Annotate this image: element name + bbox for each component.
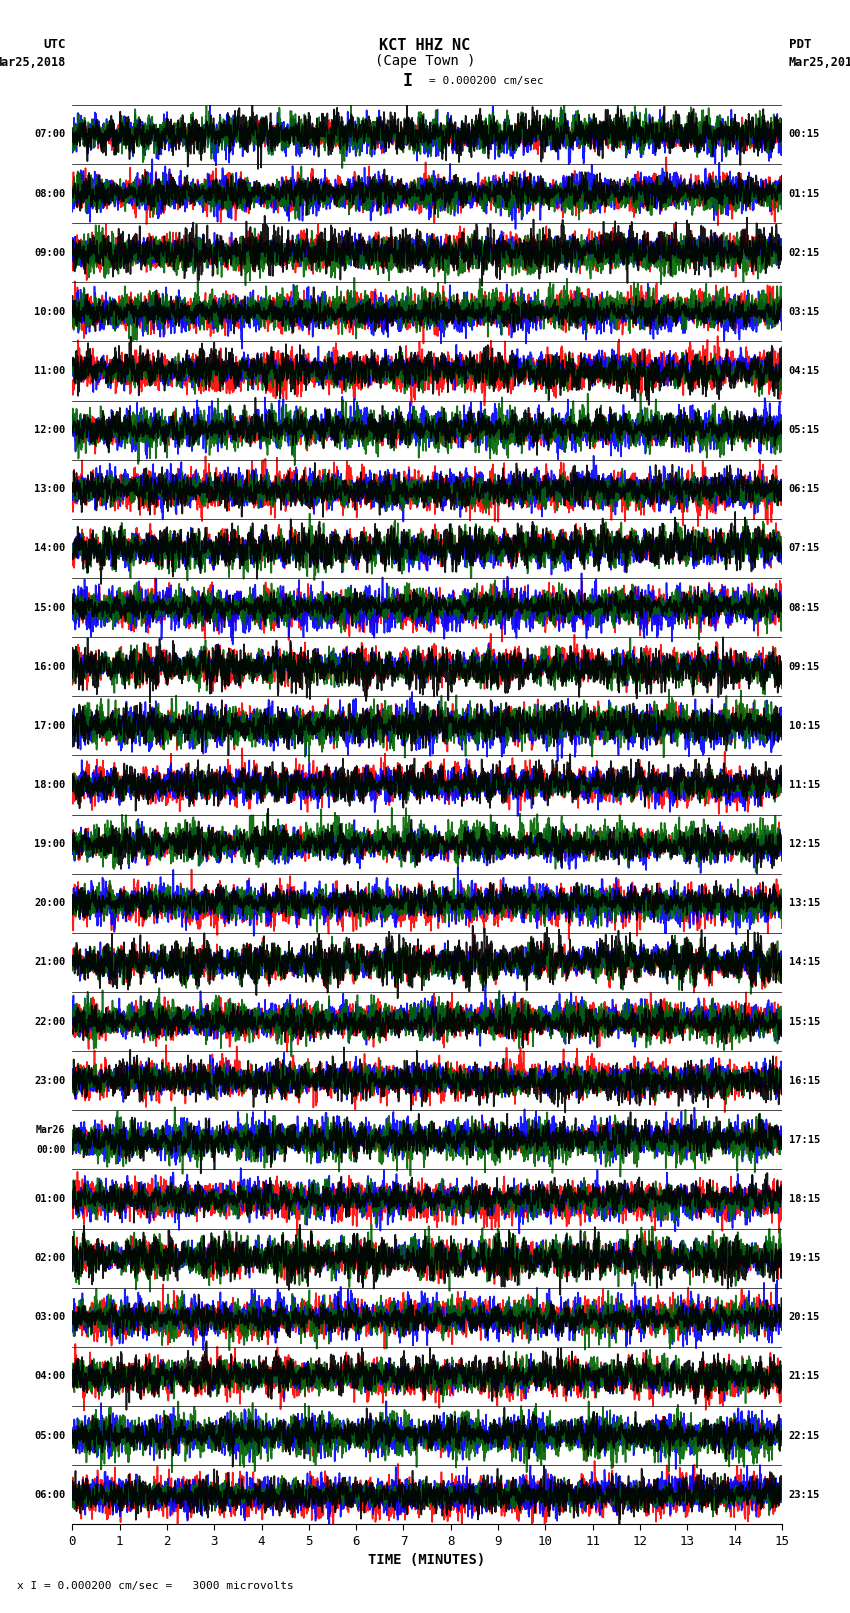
Text: 02:15: 02:15 [789, 248, 820, 258]
Text: = 0.000200 cm/sec: = 0.000200 cm/sec [429, 76, 544, 85]
Text: 22:00: 22:00 [34, 1016, 65, 1026]
Text: 02:00: 02:00 [34, 1253, 65, 1263]
Text: 20:00: 20:00 [34, 898, 65, 908]
Text: 09:00: 09:00 [34, 248, 65, 258]
Text: 15:00: 15:00 [34, 603, 65, 613]
Text: 03:15: 03:15 [789, 306, 820, 316]
Text: 16:00: 16:00 [34, 661, 65, 671]
X-axis label: TIME (MINUTES): TIME (MINUTES) [369, 1553, 485, 1568]
Text: 14:00: 14:00 [34, 544, 65, 553]
Text: 04:15: 04:15 [789, 366, 820, 376]
Text: 11:00: 11:00 [34, 366, 65, 376]
Text: 19:15: 19:15 [789, 1253, 820, 1263]
Text: 14:15: 14:15 [789, 958, 820, 968]
Text: I: I [403, 71, 413, 90]
Text: 07:00: 07:00 [34, 129, 65, 139]
Text: 09:15: 09:15 [789, 661, 820, 671]
Text: x I = 0.000200 cm/sec =   3000 microvolts: x I = 0.000200 cm/sec = 3000 microvolts [17, 1581, 294, 1590]
Text: (Cape Town ): (Cape Town ) [375, 55, 475, 68]
Text: 17:00: 17:00 [34, 721, 65, 731]
Text: 23:15: 23:15 [789, 1490, 820, 1500]
Text: Mar25,2018: Mar25,2018 [789, 56, 850, 69]
Text: 01:15: 01:15 [789, 189, 820, 198]
Text: 08:00: 08:00 [34, 189, 65, 198]
Text: 03:00: 03:00 [34, 1313, 65, 1323]
Text: 11:15: 11:15 [789, 781, 820, 790]
Text: 23:00: 23:00 [34, 1076, 65, 1086]
Text: 13:00: 13:00 [34, 484, 65, 494]
Text: 20:15: 20:15 [789, 1313, 820, 1323]
Text: 18:15: 18:15 [789, 1194, 820, 1203]
Text: 00:15: 00:15 [789, 129, 820, 139]
Text: 07:15: 07:15 [789, 544, 820, 553]
Text: 16:15: 16:15 [789, 1076, 820, 1086]
Text: Mar26: Mar26 [36, 1126, 65, 1136]
Text: 13:15: 13:15 [789, 898, 820, 908]
Text: 06:00: 06:00 [34, 1490, 65, 1500]
Text: 21:00: 21:00 [34, 958, 65, 968]
Text: 05:00: 05:00 [34, 1431, 65, 1440]
Text: 12:15: 12:15 [789, 839, 820, 848]
Text: Mar25,2018: Mar25,2018 [0, 56, 65, 69]
Text: 21:15: 21:15 [789, 1371, 820, 1381]
Text: PDT: PDT [789, 39, 811, 52]
Text: 04:00: 04:00 [34, 1371, 65, 1381]
Text: KCT HHZ NC: KCT HHZ NC [379, 37, 471, 53]
Text: 08:15: 08:15 [789, 603, 820, 613]
Text: 10:15: 10:15 [789, 721, 820, 731]
Text: 12:00: 12:00 [34, 426, 65, 436]
Text: 05:15: 05:15 [789, 426, 820, 436]
Text: 06:15: 06:15 [789, 484, 820, 494]
Text: 10:00: 10:00 [34, 306, 65, 316]
Text: 18:00: 18:00 [34, 781, 65, 790]
Text: 17:15: 17:15 [789, 1136, 820, 1145]
Text: 19:00: 19:00 [34, 839, 65, 848]
Text: 15:15: 15:15 [789, 1016, 820, 1026]
Text: 00:00: 00:00 [36, 1145, 65, 1155]
Text: UTC: UTC [43, 39, 65, 52]
Text: 01:00: 01:00 [34, 1194, 65, 1203]
Text: 22:15: 22:15 [789, 1431, 820, 1440]
